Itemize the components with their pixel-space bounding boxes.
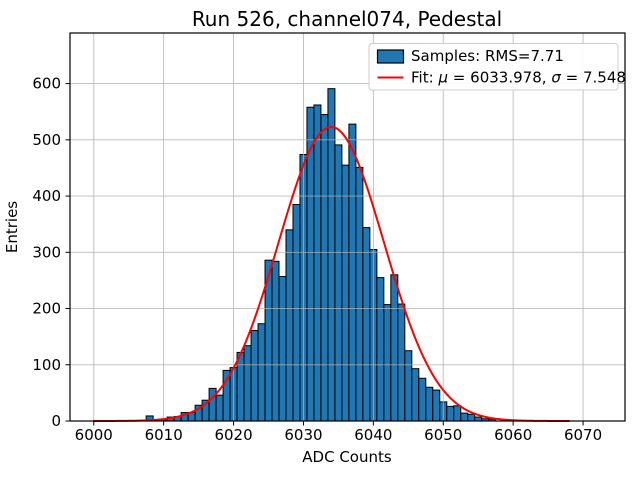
histogram-bar: [257, 323, 266, 422]
x-tick-label: 6030: [284, 426, 322, 444]
axes-border: [69, 32, 626, 422]
histogram-bar: [334, 144, 343, 422]
legend-box: [368, 43, 619, 91]
legend-label-samples: Samples: RMS=7.71: [411, 47, 564, 65]
y-tick-label: 500: [32, 131, 61, 149]
histogram-bar: [376, 277, 385, 422]
histogram-bar: [292, 204, 301, 422]
legend: Samples: RMS=7.71 Fit: μ = 6033.978, σ = …: [368, 43, 626, 91]
histogram-bar: [313, 104, 322, 422]
histogram-bar: [411, 368, 420, 422]
histogram-bar: [320, 114, 329, 422]
histogram-bar: [250, 329, 259, 422]
histogram-bar: [460, 412, 469, 422]
histogram-bar: [432, 389, 441, 422]
y-tick-label: 300: [32, 243, 61, 261]
x-tick-label: 6070: [564, 426, 602, 444]
fit-curve: [92, 125, 571, 422]
chart-title: Run 526, channel074, Pedestal: [192, 7, 502, 31]
fit-curve-layer: [92, 125, 571, 422]
histogram-bar: [418, 377, 427, 422]
axis-ticks: 6000 6010 6020 6030 6040 6050 6060 6070 0 100 200 3…: [32, 75, 602, 444]
histogram-bar: [397, 303, 406, 422]
x-tick-label: 6040: [354, 426, 392, 444]
histogram-bar: [453, 405, 462, 422]
y-axis-label: Entries: [3, 201, 21, 253]
histogram-bar: [383, 304, 392, 422]
x-tick-label: 6060: [494, 426, 532, 444]
histogram-bar: [425, 386, 434, 422]
x-tick-label: 6000: [75, 426, 113, 444]
histogram-bar: [467, 413, 476, 422]
histogram-bar: [222, 369, 231, 422]
histogram-bar: [355, 166, 364, 422]
histogram-bar: [404, 350, 413, 422]
histogram-bar: [327, 88, 336, 422]
x-tick-label: 6020: [214, 426, 252, 444]
y-tick-label: 400: [32, 187, 61, 205]
histogram-bar: [348, 123, 357, 422]
histogram-bar: [285, 229, 294, 422]
y-tick-label: 200: [32, 300, 61, 318]
y-tick-label: 100: [32, 356, 61, 374]
histogram-bar: [446, 405, 455, 422]
histogram-bar: [341, 164, 350, 422]
axes-frame: [69, 32, 626, 422]
y-tick-label: 600: [32, 75, 61, 93]
histogram-bar: [278, 275, 287, 422]
histogram-bar: [243, 345, 252, 422]
x-axis-label: ADC Counts: [302, 448, 392, 466]
histogram-bar: [215, 394, 224, 422]
y-tick-label: 0: [51, 412, 61, 430]
x-tick-label: 6050: [424, 426, 462, 444]
histogram-bar: [236, 351, 245, 422]
histogram-bar: [208, 387, 217, 422]
histogram-bar: [271, 260, 280, 422]
histogram-bar: [362, 227, 371, 422]
x-tick-label: 6010: [145, 426, 183, 444]
legend-patch-icon: [376, 49, 405, 64]
legend-label-fit: Fit: μ = 6033.978, σ = 7.548: [411, 69, 626, 87]
histogram-bar: [390, 274, 399, 422]
